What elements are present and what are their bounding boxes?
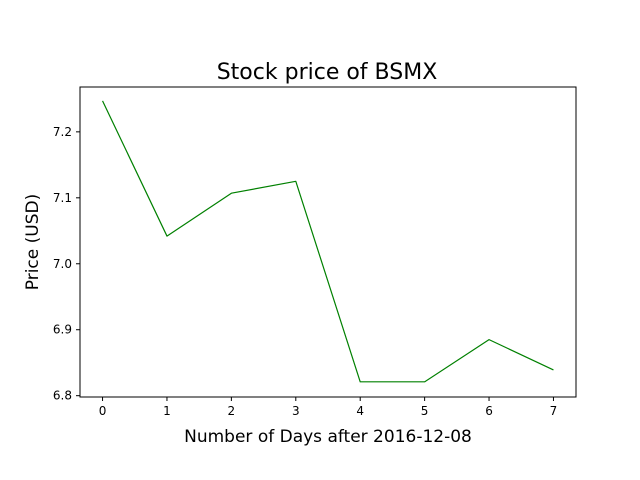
x-tick-label: 4 [356, 404, 364, 418]
x-tick-label: 5 [421, 404, 429, 418]
y-axis: 6.8 6.9 7.0 7.1 7.2 [53, 125, 80, 403]
x-tick-label: 2 [228, 404, 236, 418]
chart-title: Stock price of BSMX [217, 60, 438, 85]
x-axis-title: Number of Days after 2016-12-08 [184, 427, 472, 447]
y-axis-title: Price (USD) [23, 194, 43, 290]
y-tick-label: 7.0 [53, 257, 72, 271]
y-tick-label: 7.2 [53, 125, 72, 139]
x-tick-label: 0 [99, 404, 107, 418]
y-tick-label: 6.8 [53, 389, 72, 403]
plot-area [79, 86, 577, 398]
x-tick-label: 3 [292, 404, 300, 418]
series-layer [102, 100, 554, 383]
x-tick-label: 1 [163, 404, 171, 418]
series-line [102, 100, 554, 383]
y-tick-label: 6.9 [53, 323, 72, 337]
x-tick-label: 6 [485, 404, 493, 418]
x-tick-label: 7 [550, 404, 558, 418]
y-tick-label: 7.1 [53, 191, 72, 205]
x-axis: 0 1 2 3 4 5 6 7 [99, 397, 558, 418]
